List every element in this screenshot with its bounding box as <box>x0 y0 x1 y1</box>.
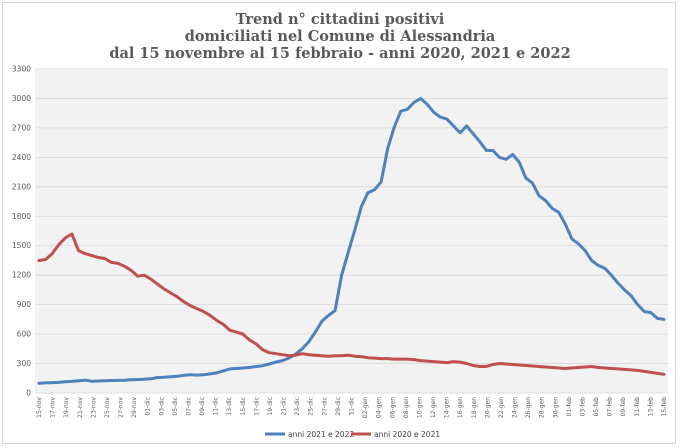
x-tick-label: 29-dic <box>335 397 342 416</box>
x-tick-label: 17-nov <box>50 397 57 418</box>
x-tick-label: 29-nov <box>131 397 138 418</box>
x-tick-label: 19-dic <box>267 397 274 416</box>
y-axis-ticks: 0 300 600 900 1200 1500 1800 2100 2400 2700 3000 33… <box>12 65 31 398</box>
x-tick-label: 15-feb <box>661 397 668 417</box>
x-tick-label: 15-nov <box>36 397 43 418</box>
y-tick-label: 1800 <box>12 212 31 221</box>
y-tick-label: 900 <box>17 300 32 309</box>
x-tick-label: 14-gen <box>444 397 451 418</box>
x-tick-label: 25-dic <box>308 397 315 416</box>
x-tick-label: 20-gen <box>484 397 491 418</box>
y-tick-label: 3300 <box>12 65 31 74</box>
x-tick-label: 16-gen <box>457 397 464 418</box>
x-tick-label: 07-dic <box>185 397 192 416</box>
y-tick-label: 2700 <box>12 123 31 132</box>
x-tick-label: 07-feb <box>607 397 614 417</box>
y-tick-label: 0 <box>26 389 31 398</box>
chart-title: Trend n° cittadini positivi domiciliati … <box>109 11 570 62</box>
line-chart: Trend n° cittadini positivi domiciliati … <box>12 11 668 439</box>
x-tick-label: 23-dic <box>294 397 301 416</box>
x-tick-label: 02-gen <box>362 397 369 418</box>
y-tick-label: 3000 <box>12 94 31 103</box>
y-tick-label: 1500 <box>12 241 31 250</box>
x-tick-label: 11-dic <box>213 397 220 416</box>
x-tick-label: 05-dic <box>172 397 179 416</box>
x-tick-label: 28-gen <box>539 397 546 418</box>
y-tick-label: 600 <box>17 330 32 339</box>
x-tick-label: 04-gen <box>376 397 383 418</box>
x-tick-label: 08-gen <box>403 397 410 418</box>
y-tick-label: 1200 <box>12 271 31 280</box>
x-tick-label: 21-nov <box>77 397 84 418</box>
y-tick-label: 300 <box>17 359 32 368</box>
x-tick-label: 17-dic <box>253 397 260 416</box>
x-tick-label: 09-dic <box>199 397 206 416</box>
x-tick-label: 22-gen <box>498 397 505 418</box>
x-axis-ticks: 15-nov 17-nov 19-nov 21-nov 23-nov 25-nov 27-n… <box>36 397 668 419</box>
x-tick-label: 03-dic <box>158 397 165 416</box>
x-tick-label: 25-nov <box>104 397 111 418</box>
x-tick-label: 01-feb <box>566 397 573 417</box>
x-tick-label: 06-gen <box>389 397 396 418</box>
legend-label-2020-2021: anni 2020 e 2021 <box>374 430 440 439</box>
x-tick-label: 18-gen <box>471 397 478 418</box>
chart-title-line-3: dal 15 novembre al 15 febbraio - anni 20… <box>109 45 570 62</box>
x-tick-label: 24-gen <box>512 397 519 418</box>
y-tick-label: 2400 <box>12 153 31 162</box>
x-tick-label: 15-dic <box>240 397 247 416</box>
x-tick-label: 09-feb <box>620 397 627 417</box>
series-line-2020-2021 <box>37 232 666 376</box>
legend-label-2021-2022: anni 2021 e 2022 <box>288 430 354 439</box>
x-tick-label: 03-feb <box>579 397 586 417</box>
x-tick-label: 21-dic <box>281 397 288 416</box>
x-tick-label: 27-dic <box>321 397 328 416</box>
chart-title-line-1: Trend n° cittadini positivi <box>236 11 445 28</box>
x-tick-label: 31-dic <box>349 397 356 416</box>
x-tick-label: 12-gen <box>430 397 437 418</box>
y-tick-label: 2100 <box>12 182 31 191</box>
plot-area <box>35 69 668 393</box>
x-tick-label: 05-feb <box>593 397 600 417</box>
chart-frame: Trend n° cittadini positivi domiciliati … <box>2 2 676 444</box>
legend: anni 2021 e 2022 anni 2020 e 2021 <box>265 430 440 439</box>
x-tick-label: 23-nov <box>90 397 97 418</box>
x-tick-label: 11-feb <box>634 397 641 417</box>
x-tick-label: 30-gen <box>552 397 559 418</box>
x-tick-label: 19-nov <box>63 397 70 418</box>
series-line-2021-2022 <box>37 97 666 385</box>
x-tick-label: 13-dic <box>226 397 233 416</box>
x-tick-label: 27-nov <box>118 397 125 418</box>
x-tick-label: 01-dic <box>145 397 152 416</box>
chart-title-line-2: domiciliati nel Comune di Alessandria <box>185 28 496 45</box>
x-tick-label: 10-gen <box>416 397 423 418</box>
x-tick-label: 13-feb <box>647 397 654 417</box>
series-lines <box>37 97 666 385</box>
x-tick-label: 26-gen <box>525 397 532 418</box>
